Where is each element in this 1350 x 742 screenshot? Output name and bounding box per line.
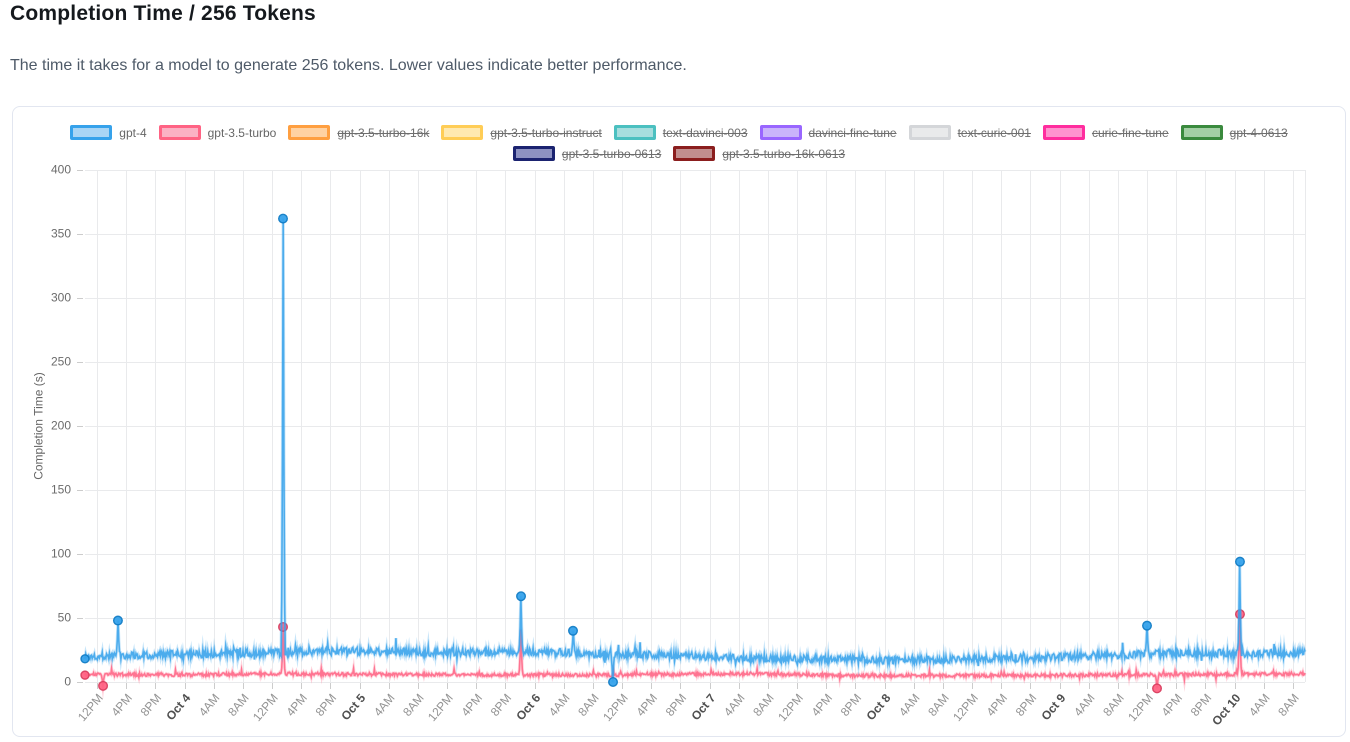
chart-legend: gpt-4 gpt-3.5-turbo gpt-3.5-turbo-16k gpt-3… (13, 125, 1345, 161)
legend-item-gpt-3.5-turbo-16k[interactable]: gpt-3.5-turbo-16k (288, 125, 429, 140)
legend-swatch-icon (288, 125, 331, 140)
legend-item-gpt-3.5-turbo-instruct[interactable]: gpt-3.5-turbo-instruct (441, 125, 602, 140)
legend-label: gpt-4-0613 (1229, 125, 1288, 140)
chart-card: gpt-4 gpt-3.5-turbo gpt-3.5-turbo-16k gpt-3… (12, 106, 1346, 737)
legend-swatch-icon (70, 125, 113, 140)
legend-item-gpt-3.5-turbo-16k-0613[interactable]: gpt-3.5-turbo-16k-0613 (673, 146, 845, 161)
legend-label: gpt-3.5-turbo-16k (337, 125, 430, 140)
completion-time-chart[interactable] (13, 163, 1345, 731)
legend-label: curie-fine-tune (1091, 125, 1169, 140)
legend-swatch-icon (512, 146, 555, 161)
legend-label: text-davinci-003 (662, 125, 748, 140)
legend-label: gpt-3.5-turbo-0613 (561, 146, 662, 161)
legend-row: gpt-4 gpt-3.5-turbo gpt-3.5-turbo-16k gpt-3… (64, 125, 1293, 140)
legend-label: gpt-3.5-turbo (207, 125, 277, 140)
legend-swatch-icon (158, 125, 201, 140)
legend-label: text-curie-001 (957, 125, 1031, 140)
legend-item-text-davinci-003[interactable]: text-davinci-003 (613, 125, 748, 140)
legend-item-text-curie-001[interactable]: text-curie-001 (908, 125, 1031, 140)
legend-label: gpt-4 (119, 125, 147, 140)
legend-swatch-icon (908, 125, 951, 140)
legend-item-davinci-fine-tune[interactable]: davinci-fine-tune (759, 125, 897, 140)
legend-row: gpt-3.5-turbo-0613 gpt-3.5-turbo-16k-0613 (507, 146, 851, 161)
legend-swatch-icon (673, 146, 716, 161)
legend-label: gpt-3.5-turbo-instruct (490, 125, 602, 140)
page-title: Completion Time / 256 Tokens (10, 2, 316, 25)
legend-item-curie-fine-tune[interactable]: curie-fine-tune (1042, 125, 1169, 140)
legend-swatch-icon (441, 125, 484, 140)
legend-item-gpt-3.5-turbo[interactable]: gpt-3.5-turbo (158, 125, 277, 140)
legend-item-gpt-4-0613[interactable]: gpt-4-0613 (1180, 125, 1288, 140)
legend-item-gpt-3.5-turbo-0613[interactable]: gpt-3.5-turbo-0613 (512, 146, 662, 161)
page-subtitle: The time it takes for a model to generat… (10, 57, 687, 74)
legend-item-gpt-4[interactable]: gpt-4 (70, 125, 147, 140)
legend-swatch-icon (759, 125, 802, 140)
legend-swatch-icon (613, 125, 656, 140)
legend-swatch-icon (1180, 125, 1223, 140)
legend-label: gpt-3.5-turbo-16k-0613 (722, 146, 846, 161)
legend-label: davinci-fine-tune (808, 125, 897, 140)
legend-swatch-icon (1042, 125, 1085, 140)
